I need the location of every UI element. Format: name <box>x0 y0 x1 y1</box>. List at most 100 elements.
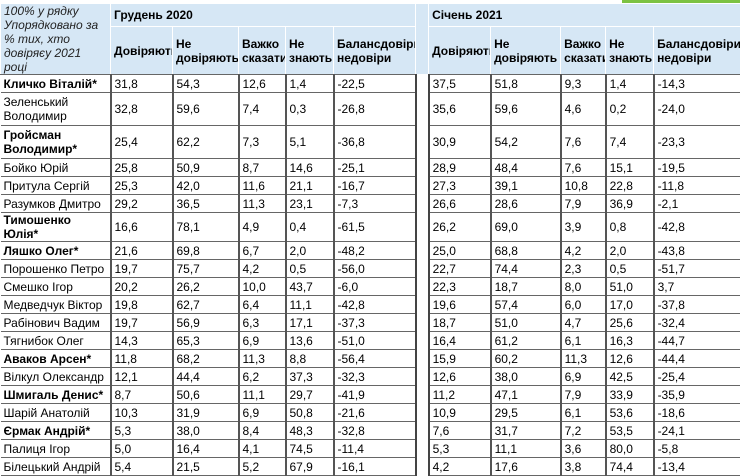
distrust-value: 59,6 <box>491 93 561 126</box>
hard-to-say-value: 7,4 <box>239 93 286 126</box>
hard-to-say-value: 4,1 <box>239 440 286 458</box>
balance-value: -14,3 <box>654 75 740 93</box>
balance-value: -19,5 <box>654 159 740 177</box>
balance-value: -32,4 <box>654 314 740 332</box>
dont-know-value: 74,4 <box>606 458 654 476</box>
politician-name: Шарій Анатолій <box>1 404 111 422</box>
col-trust: Довіряють <box>111 27 173 75</box>
dont-know-value: 25,6 <box>606 314 654 332</box>
trust-value: 8,7 <box>111 386 173 404</box>
balance-value: -6,0 <box>334 278 416 296</box>
trust-value: 22,3 <box>429 278 491 296</box>
trust-value: 7,6 <box>429 422 491 440</box>
trust-value: 25,4 <box>111 126 173 159</box>
period-header-dec-2020: Грудень 2020 <box>111 4 416 27</box>
politician-name: Разумков Дмитро <box>1 195 111 213</box>
column-gap <box>416 404 429 422</box>
balance-value: -42,8 <box>654 213 740 242</box>
hard-to-say-value: 4,2 <box>239 260 286 278</box>
distrust-value: 21,5 <box>173 458 239 476</box>
politician-name: Єрмак Андрій* <box>1 422 111 440</box>
trust-value: 16,4 <box>429 332 491 350</box>
politician-name: Рабінович Вадим <box>1 314 111 332</box>
hard-to-say-value: 7,9 <box>561 195 606 213</box>
trust-value: 5,3 <box>429 440 491 458</box>
dont-know-value: 15,1 <box>606 159 654 177</box>
dont-know-value: 11,1 <box>286 296 334 314</box>
distrust-value: 69,8 <box>173 242 239 260</box>
dont-know-value: 1,4 <box>286 75 334 93</box>
distrust-value: 31,9 <box>173 404 239 422</box>
balance-value: -11,8 <box>654 177 740 195</box>
trust-value: 19,6 <box>429 296 491 314</box>
dont-know-value: 0,8 <box>606 213 654 242</box>
dont-know-value: 17,0 <box>606 296 654 314</box>
column-gap <box>416 314 429 332</box>
col-distrust: Не довіряють <box>173 27 239 75</box>
hard-to-say-value: 6,2 <box>239 368 286 386</box>
trust-value: 11,8 <box>111 350 173 368</box>
politician-name: Бойко Юрій <box>1 159 111 177</box>
distrust-value: 62,2 <box>173 126 239 159</box>
balance-value: -43,8 <box>654 242 740 260</box>
hard-to-say-value: 3,6 <box>561 440 606 458</box>
trust-value: 10,3 <box>111 404 173 422</box>
distrust-value: 61,2 <box>491 332 561 350</box>
dont-know-value: 5,1 <box>286 126 334 159</box>
dont-know-value: 0,5 <box>286 260 334 278</box>
politician-name: Гройсман Володимир* <box>1 126 111 159</box>
hard-to-say-value: 3,9 <box>561 213 606 242</box>
column-gap <box>416 242 429 260</box>
col-hard-to-say: Важко сказати <box>561 27 606 75</box>
distrust-value: 51,8 <box>491 75 561 93</box>
trust-value: 20,2 <box>111 278 173 296</box>
dont-know-value: 2,0 <box>606 242 654 260</box>
distrust-value: 38,0 <box>173 422 239 440</box>
hard-to-say-value: 7,6 <box>561 159 606 177</box>
politician-name: Тимошенко Юлія* <box>1 213 111 242</box>
politician-name: Зеленський Володимир <box>1 93 111 126</box>
distrust-value: 47,1 <box>491 386 561 404</box>
hard-to-say-value: 4,9 <box>239 213 286 242</box>
dont-know-value: 37,3 <box>286 368 334 386</box>
dont-know-value: 67,9 <box>286 458 334 476</box>
hard-to-say-value: 3,8 <box>561 458 606 476</box>
column-gap <box>416 422 429 440</box>
hard-to-say-value: 4,6 <box>561 93 606 126</box>
column-gap <box>416 213 429 242</box>
hard-to-say-value: 10,0 <box>239 278 286 296</box>
distrust-value: 60,2 <box>491 350 561 368</box>
trust-value: 26,6 <box>429 195 491 213</box>
hard-to-say-value: 8,0 <box>561 278 606 296</box>
distrust-value: 54,3 <box>173 75 239 93</box>
dont-know-value: 0,5 <box>606 260 654 278</box>
column-gap <box>416 278 429 296</box>
column-gap <box>416 332 429 350</box>
dont-know-value: 2,0 <box>286 242 334 260</box>
balance-value: -36,8 <box>334 126 416 159</box>
balance-value: -2,1 <box>654 195 740 213</box>
distrust-value: 75,7 <box>173 260 239 278</box>
distrust-value: 39,1 <box>491 177 561 195</box>
politician-name: Порошенко Петро <box>1 260 111 278</box>
distrust-value: 78,1 <box>173 213 239 242</box>
dont-know-value: 50,8 <box>286 404 334 422</box>
column-gap <box>416 93 429 126</box>
balance-value: -25,1 <box>334 159 416 177</box>
col-balance: Балансдовіри-недовіри <box>654 27 740 75</box>
trust-value: 29,2 <box>111 195 173 213</box>
trust-value: 27,3 <box>429 177 491 195</box>
trust-value: 30,9 <box>429 126 491 159</box>
balance-value: -11,4 <box>334 440 416 458</box>
dont-know-value: 13,6 <box>286 332 334 350</box>
balance-value: -13,4 <box>654 458 740 476</box>
trust-value: 14,3 <box>111 332 173 350</box>
trust-value: 18,7 <box>429 314 491 332</box>
